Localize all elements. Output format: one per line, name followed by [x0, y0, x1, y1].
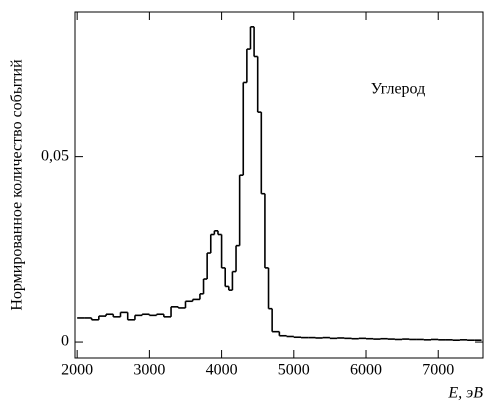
y-tick-label: 0,05 — [41, 147, 69, 164]
x-tick-label: 7000 — [422, 362, 454, 379]
x-tick-label: 6000 — [350, 362, 382, 379]
x-tick-label: 3000 — [133, 362, 165, 379]
annotation: Углерод — [371, 81, 425, 98]
y-axis-label: Нормированное количество событий — [9, 59, 26, 311]
y-tick-label: 0 — [61, 333, 69, 350]
x-tick-label: 4000 — [206, 362, 238, 379]
x-tick-label: 2000 — [61, 362, 93, 379]
x-axis-label: E, эВ — [447, 385, 483, 402]
x-tick-label: 5000 — [278, 362, 310, 379]
plot-frame — [74, 11, 484, 359]
